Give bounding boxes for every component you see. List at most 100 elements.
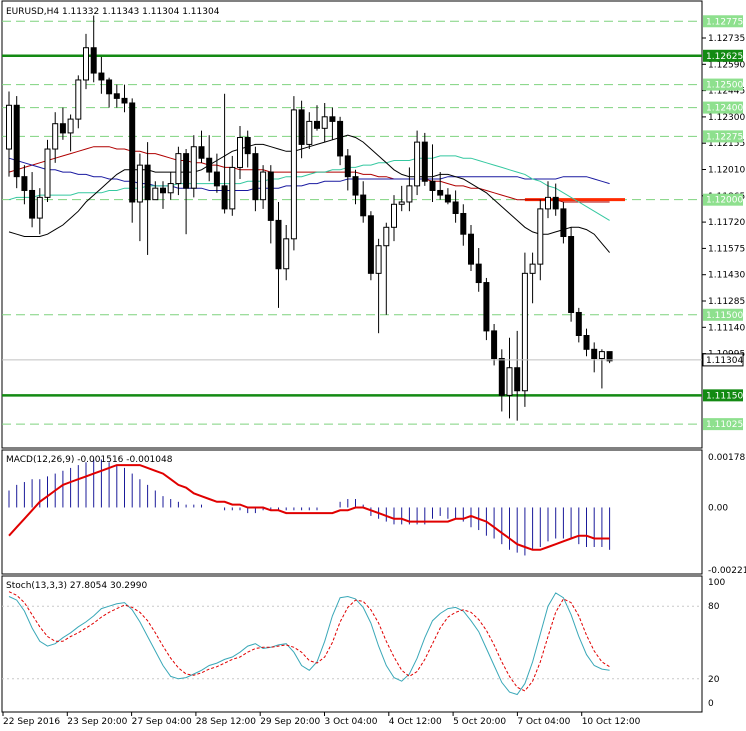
stoch-main-line <box>8 592 610 696</box>
price-tick-label: 1.11430 <box>708 271 745 281</box>
price-tick-label: 1.11720 <box>708 218 745 228</box>
candle <box>606 351 613 364</box>
candle <box>129 98 136 223</box>
ma-aqua-line <box>8 155 610 221</box>
stoch-tick-label: 0 <box>708 699 714 709</box>
candle <box>152 181 159 201</box>
candle <box>244 130 251 168</box>
candle <box>414 130 421 196</box>
time-tick-label: 4 Oct 12:00 <box>389 717 442 727</box>
macd-group: 0.001787 0.00 -0.002215 <box>8 453 746 576</box>
candle <box>290 96 297 251</box>
candle <box>113 84 120 108</box>
candle <box>329 107 336 140</box>
ma-black-line <box>8 134 610 253</box>
price-tick-label: 1.11140 <box>708 323 745 333</box>
candle <box>206 135 213 182</box>
candle <box>52 112 59 163</box>
candle <box>106 77 113 108</box>
candle <box>298 100 305 159</box>
level-label: 1.11500 <box>706 311 743 321</box>
candle <box>121 84 128 113</box>
candle <box>198 130 205 163</box>
price-tick-label: 1.12735 <box>708 34 745 44</box>
stoch-group: 100 80 20 0 <box>2 578 725 709</box>
ma-navy-line <box>8 157 610 191</box>
time-tick-label: 29 Sep 20:00 <box>260 717 320 727</box>
macd-tick-label: 0.00 <box>708 503 728 513</box>
level-label: 1.12000 <box>706 196 743 206</box>
candle <box>344 149 351 191</box>
time-tick-label: 5 Oct 20:00 <box>453 717 506 727</box>
candle <box>237 126 243 179</box>
price-tick-label: 1.12300 <box>708 113 745 123</box>
candle <box>468 225 474 272</box>
candle <box>144 142 151 255</box>
candle <box>552 183 559 216</box>
candle <box>575 307 582 343</box>
time-tick-label: 23 Sep 20:00 <box>67 717 127 727</box>
levels-group <box>2 20 702 425</box>
level-label: 1.11150 <box>706 391 743 401</box>
level-label: 1.12275 <box>706 132 743 142</box>
candle <box>529 252 536 304</box>
candle <box>460 204 467 246</box>
level-label: 1.12400 <box>706 104 743 114</box>
stoch-tick-label: 20 <box>708 675 720 685</box>
candle <box>591 342 598 373</box>
macd-signal-line <box>8 464 610 551</box>
level-label: 1.12775 <box>706 17 743 27</box>
time-tick-label: 28 Sep 12:00 <box>196 717 256 727</box>
level-label: 1.12500 <box>706 81 743 91</box>
ma-red-line <box>8 146 610 203</box>
candle <box>498 349 505 412</box>
candle <box>21 165 28 205</box>
time-tick-label: 7 Oct 04:00 <box>517 717 570 727</box>
candle <box>275 201 282 308</box>
candle <box>183 149 190 235</box>
candle <box>321 102 328 143</box>
current-price-label: 1.11304 <box>706 356 743 366</box>
stoch-tick-label: 80 <box>708 602 720 612</box>
moving-averages <box>8 134 610 253</box>
candle <box>537 199 544 281</box>
time-tick-label: 3 Oct 04:00 <box>325 717 378 727</box>
candle <box>398 185 405 212</box>
candle <box>252 146 259 212</box>
candle <box>429 144 436 202</box>
candle <box>568 227 575 322</box>
candle <box>90 15 97 83</box>
candle <box>190 135 197 198</box>
candle <box>406 167 413 212</box>
candle <box>136 153 143 242</box>
price-tick-label: 1.12445 <box>708 87 745 97</box>
candle <box>521 252 528 407</box>
chart-title: EURUSD,H4 1.11332 1.11343 1.11304 1.1130… <box>6 7 220 17</box>
time-tick-label: 10 Oct 12:00 <box>582 717 641 727</box>
candle <box>167 172 174 200</box>
macd-panel[interactable] <box>1 449 703 575</box>
candle <box>598 349 605 389</box>
level-label: 1.11025 <box>706 420 743 430</box>
time-tick-label: 27 Sep 04:00 <box>132 717 192 727</box>
candle <box>491 323 498 366</box>
time-tick-label: 22 Sep 2016 <box>3 717 60 727</box>
candle <box>475 248 482 292</box>
price-axis: 1.12735 1.12590 1.12445 1.12300 1.12155 1.120… <box>2 15 745 431</box>
candle <box>306 112 313 150</box>
candle <box>514 330 521 421</box>
price-panel[interactable] <box>1 0 703 449</box>
candle <box>83 33 89 90</box>
macd-tick-label: 0.001787 <box>708 453 746 463</box>
candle <box>506 337 513 419</box>
stoch-panel[interactable] <box>1 575 703 713</box>
price-tick-label: 1.12590 <box>708 60 745 70</box>
candle <box>221 93 228 214</box>
candle <box>13 96 20 189</box>
candle <box>175 146 182 196</box>
price-tick-label: 1.11575 <box>708 244 745 254</box>
candle <box>483 277 490 341</box>
candle <box>337 116 344 166</box>
candle <box>283 225 290 281</box>
